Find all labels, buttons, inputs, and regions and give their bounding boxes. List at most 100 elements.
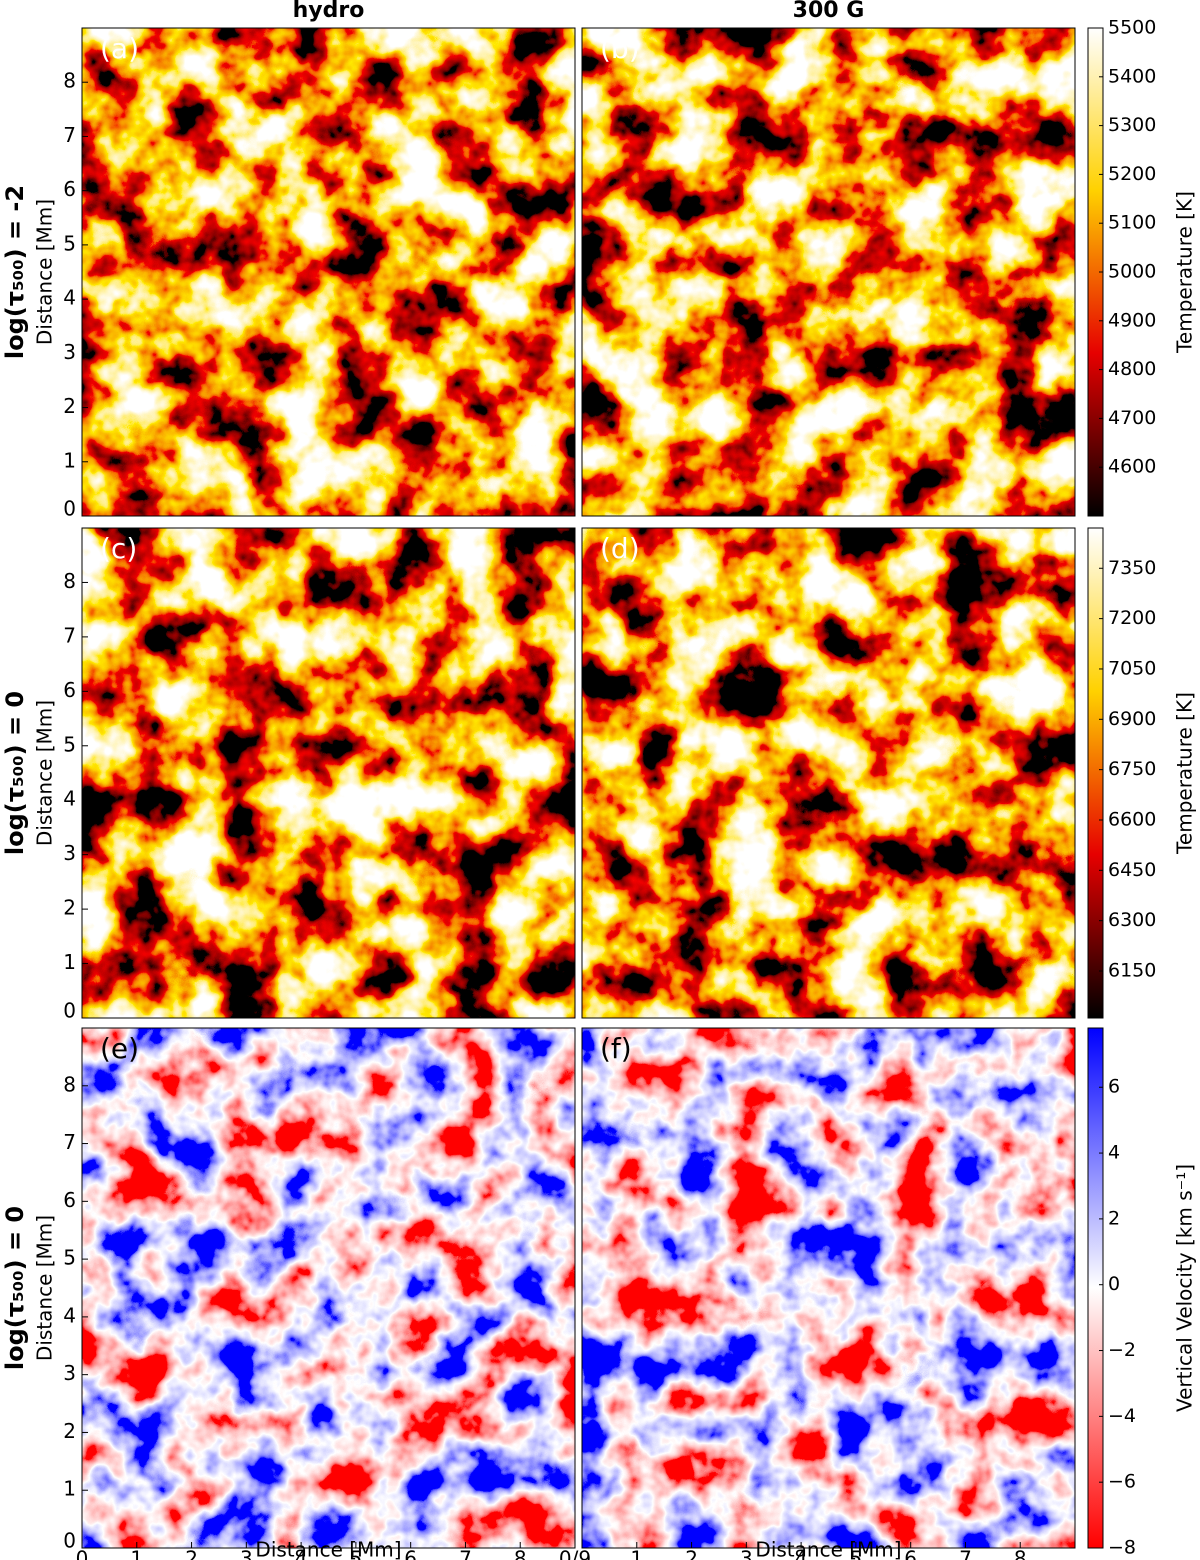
x-tick-label: 0/9 — [559, 1547, 591, 1560]
y-tick-label: 0 — [63, 999, 76, 1023]
colorbar-tick-label: 0 — [1108, 1273, 1120, 1295]
x-tick-label: 4 — [795, 1547, 808, 1560]
panel-label: (d) — [600, 532, 640, 565]
x-axis-label: Distance [Mm] — [755, 1538, 901, 1560]
colorbar-label: Temperature [K] — [1173, 191, 1197, 354]
colorbar-tick-label: 2 — [1108, 1207, 1120, 1229]
x-tick-label: 0 — [76, 1547, 89, 1560]
colorbar-tick-label: 7350 — [1108, 557, 1156, 579]
y-tick-label: 6 — [63, 678, 76, 702]
row-label: log(τ₅₀₀) = 0 — [1, 691, 29, 855]
y-tick-label: 0 — [63, 1529, 76, 1553]
y-tick-label: 7 — [63, 123, 76, 147]
panel-frame — [81, 527, 576, 1019]
colorbar-tick-label: 7050 — [1108, 657, 1156, 679]
panel-label: (b) — [600, 32, 640, 65]
x-tick-label: 1 — [630, 1547, 643, 1560]
column-title: hydro — [293, 0, 365, 23]
x-tick-label: 4 — [295, 1547, 308, 1560]
colorbar — [1087, 1027, 1104, 1549]
y-tick-label: 2 — [63, 896, 76, 920]
column-title: 300 G — [793, 0, 865, 23]
colorbar-tick-label: 4 — [1108, 1142, 1120, 1164]
y-axis-label: Distance [Mm] — [33, 1215, 57, 1361]
y-tick-label: 1 — [63, 1477, 76, 1501]
heatmap-image — [82, 528, 575, 1018]
colorbar-tick-label: 4900 — [1108, 309, 1156, 331]
heatmap-image — [82, 1028, 575, 1548]
x-tick-label: 7 — [959, 1547, 972, 1560]
heatmap-image — [82, 28, 575, 516]
y-tick-label: 2 — [63, 1419, 76, 1443]
colorbar-tick-label: 5000 — [1108, 261, 1156, 283]
y-tick-label: 8 — [63, 69, 76, 93]
colorbar-tick-label: 5500 — [1108, 17, 1156, 39]
x-tick-label: 3 — [740, 1547, 753, 1560]
panel-label: (f) — [600, 1032, 632, 1065]
y-tick-label: 5 — [63, 732, 76, 756]
x-tick-label: 6 — [404, 1547, 417, 1560]
row-label: log(τ₅₀₀) = 0 — [1, 1206, 29, 1370]
colorbar-tick-label: 6600 — [1108, 808, 1156, 830]
x-tick-label: 5 — [850, 1547, 863, 1560]
y-axis-label: Distance [Mm] — [33, 700, 57, 846]
x-tick-label: 2 — [685, 1547, 698, 1560]
x-tick-label: 6 — [904, 1547, 917, 1560]
row-label: log(τ₅₀₀) = -2 — [1, 185, 29, 359]
colorbar-tick-label: −4 — [1108, 1405, 1136, 1427]
panel-frame — [81, 27, 576, 517]
colorbar-tick-label: −8 — [1108, 1537, 1136, 1559]
colorbar-tick-label: 6150 — [1108, 960, 1156, 982]
y-tick-label: 0 — [63, 497, 76, 521]
panel-frame — [81, 1027, 576, 1549]
colorbar-tick-label: 7200 — [1108, 607, 1156, 629]
y-tick-label: 1 — [63, 950, 76, 974]
colorbar-label: Temperature [K] — [1173, 692, 1197, 855]
x-tick-label: 7 — [459, 1547, 472, 1560]
y-tick-label: 3 — [63, 841, 76, 865]
y-tick-label: 7 — [63, 623, 76, 647]
colorbar-tick-label: 6 — [1108, 1076, 1120, 1098]
colorbar-tick-label: 6450 — [1108, 859, 1156, 881]
y-tick-label: 2 — [63, 394, 76, 418]
colorbar-tick-label: −6 — [1108, 1471, 1136, 1493]
colorbar-label: Vertical Velocity [km s⁻¹] — [1173, 1164, 1197, 1412]
y-tick-label: 3 — [63, 340, 76, 364]
heatmap-image — [582, 28, 1075, 516]
x-tick-label: 8 — [514, 1547, 527, 1560]
x-tick-label: 3 — [240, 1547, 253, 1560]
y-tick-label: 6 — [63, 1188, 76, 1212]
x-tick-label: 1 — [130, 1547, 143, 1560]
x-tick-label: 5 — [350, 1547, 363, 1560]
y-tick-label: 4 — [63, 286, 76, 310]
y-axis-label: Distance [Mm] — [33, 199, 57, 345]
y-tick-label: 6 — [63, 177, 76, 201]
colorbar-tick-label: 4700 — [1108, 407, 1156, 429]
colorbar-tick-label: 5100 — [1108, 212, 1156, 234]
panel-frame — [581, 527, 1076, 1019]
x-tick-label: 2 — [185, 1547, 198, 1560]
colorbar-tick-label: 5200 — [1108, 163, 1156, 185]
colorbar-tick-label: 5300 — [1108, 114, 1156, 136]
y-tick-label: 7 — [63, 1130, 76, 1154]
colorbar — [1087, 527, 1104, 1019]
x-axis-label: Distance [Mm] — [255, 1538, 401, 1560]
heatmap-image — [582, 1028, 1075, 1548]
colorbar-tick-label: 6300 — [1108, 909, 1156, 931]
colorbar-tick-label: −2 — [1108, 1339, 1136, 1361]
y-tick-label: 8 — [63, 1072, 76, 1096]
y-tick-label: 8 — [63, 569, 76, 593]
y-tick-label: 4 — [63, 1303, 76, 1327]
colorbar-tick-label: 6900 — [1108, 708, 1156, 730]
panel-label: (e) — [100, 1032, 139, 1065]
colorbar-tick-label: 4800 — [1108, 358, 1156, 380]
panel-label: (c) — [100, 532, 137, 565]
y-tick-label: 4 — [63, 787, 76, 811]
panel-label: (a) — [100, 32, 139, 65]
colorbar-tick-label: 6750 — [1108, 758, 1156, 780]
y-tick-label: 1 — [63, 448, 76, 472]
x-tick-label: 8 — [1014, 1547, 1027, 1560]
y-tick-label: 5 — [63, 231, 76, 255]
y-tick-label: 3 — [63, 1361, 76, 1385]
